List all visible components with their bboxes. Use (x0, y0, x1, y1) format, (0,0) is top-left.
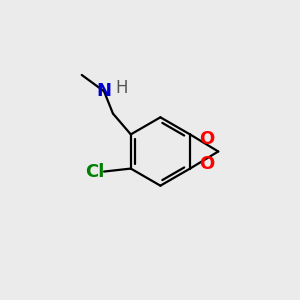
Text: Cl: Cl (85, 163, 104, 181)
Text: O: O (199, 155, 214, 173)
Text: N: N (97, 82, 112, 100)
Text: H: H (116, 79, 128, 97)
Text: O: O (199, 130, 214, 148)
